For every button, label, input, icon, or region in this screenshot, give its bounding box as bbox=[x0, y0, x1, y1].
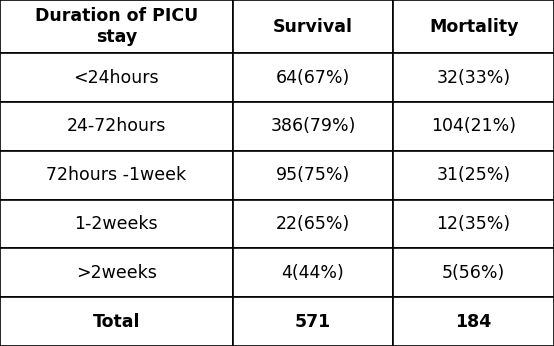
Text: 32(33%): 32(33%) bbox=[437, 69, 511, 86]
Text: >2weeks: >2weeks bbox=[76, 264, 157, 282]
Text: Duration of PICU
stay: Duration of PICU stay bbox=[35, 7, 198, 46]
Text: 72hours -1week: 72hours -1week bbox=[47, 166, 186, 184]
Bar bbox=[233, 200, 393, 248]
Text: 64(67%): 64(67%) bbox=[276, 69, 350, 86]
Text: 4(44%): 4(44%) bbox=[281, 264, 345, 282]
Bar bbox=[0, 248, 233, 297]
Text: 386(79%): 386(79%) bbox=[270, 117, 356, 135]
Bar bbox=[393, 248, 554, 297]
Text: 31(25%): 31(25%) bbox=[437, 166, 511, 184]
Bar bbox=[393, 0, 554, 53]
Bar bbox=[0, 53, 233, 102]
Bar bbox=[0, 102, 233, 151]
Text: 95(75%): 95(75%) bbox=[276, 166, 350, 184]
Bar bbox=[233, 102, 393, 151]
Bar bbox=[0, 200, 233, 248]
Text: 1-2weeks: 1-2weeks bbox=[75, 215, 158, 233]
Text: Survival: Survival bbox=[273, 18, 353, 36]
Bar bbox=[233, 297, 393, 346]
Bar bbox=[393, 53, 554, 102]
Bar bbox=[393, 297, 554, 346]
Bar bbox=[0, 151, 233, 200]
Bar bbox=[393, 200, 554, 248]
Bar bbox=[393, 102, 554, 151]
Bar bbox=[233, 53, 393, 102]
Text: Total: Total bbox=[93, 312, 140, 330]
Text: 104(21%): 104(21%) bbox=[431, 117, 516, 135]
Bar bbox=[393, 151, 554, 200]
Text: <24hours: <24hours bbox=[74, 69, 159, 86]
Bar bbox=[0, 297, 233, 346]
Text: 5(56%): 5(56%) bbox=[442, 264, 505, 282]
Text: 184: 184 bbox=[455, 312, 492, 330]
Text: 571: 571 bbox=[295, 312, 331, 330]
Text: 22(65%): 22(65%) bbox=[276, 215, 350, 233]
Bar bbox=[233, 0, 393, 53]
Text: 12(35%): 12(35%) bbox=[437, 215, 511, 233]
Text: 24-72hours: 24-72hours bbox=[66, 117, 166, 135]
Bar bbox=[233, 248, 393, 297]
Bar bbox=[233, 151, 393, 200]
Text: Mortality: Mortality bbox=[429, 18, 519, 36]
Bar bbox=[0, 0, 233, 53]
